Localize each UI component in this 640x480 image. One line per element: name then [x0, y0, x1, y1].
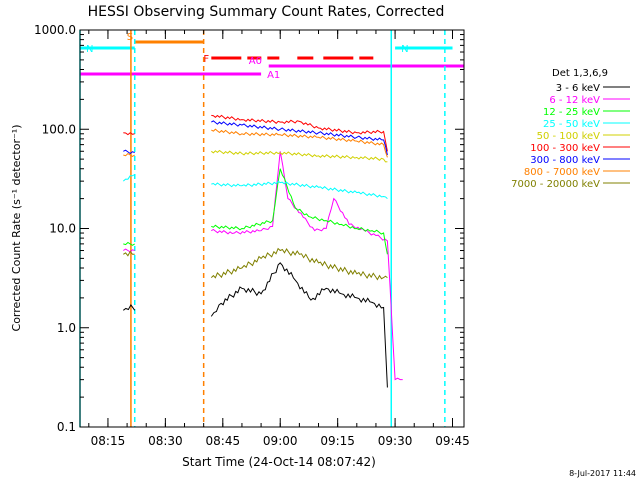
legend-title: Det 1,3,6,9	[552, 68, 608, 79]
y-axis-label: Corrected Count Rate (s⁻¹ detector⁻¹)	[10, 125, 23, 332]
series-line	[123, 247, 388, 281]
series-line	[123, 151, 403, 381]
series-line	[123, 128, 388, 158]
legend-label: 3 - 6 keV	[556, 83, 600, 94]
state-bar-label: S	[127, 32, 133, 43]
y-tick-label: 100.0	[42, 122, 76, 136]
y-tick-label: 0.1	[57, 420, 76, 434]
series-lines	[122, 114, 403, 388]
state-bar-label: A1	[267, 70, 280, 81]
series-line	[122, 174, 388, 199]
series-line	[211, 149, 388, 163]
state-bar-label: A0	[249, 56, 262, 67]
y-tick-label: 10.0	[49, 222, 76, 236]
series-line	[123, 168, 388, 255]
x-tick-label: 09:30	[378, 434, 413, 448]
x-tick-label: 08:30	[148, 434, 183, 448]
series-line	[123, 114, 388, 152]
legend-label: 6 - 12 keV	[549, 95, 600, 106]
x-tick-label: 09:45	[435, 434, 470, 448]
state-bar-label: N	[401, 44, 408, 55]
y-tick-label: 1000.0	[34, 23, 76, 37]
legend-label: 12 - 25 keV	[543, 107, 600, 118]
chart-title: HESSI Observing Summary Count Rates, Cor…	[88, 4, 445, 20]
legend-label: 300 - 800 keV	[530, 155, 600, 166]
x-axis-label: Start Time (24-Oct-14 08:07:42)	[182, 455, 376, 469]
legend-label: 7000 - 20000 keV	[511, 179, 600, 190]
x-tick-label: 08:45	[206, 434, 241, 448]
state-bar-label: N	[86, 44, 93, 55]
x-tick-label: 08:15	[91, 434, 126, 448]
legend-label: 50 - 100 keV	[537, 131, 601, 142]
x-tick-label: 09:00	[263, 434, 298, 448]
legend-label: 800 - 7000 keV	[524, 167, 600, 178]
timestamp: 8-Jul-2017 11:44	[569, 469, 636, 478]
y-tick-label: 1.0	[57, 321, 76, 335]
legend-label: 25 - 50 keV	[543, 119, 600, 130]
state-bar-label: F	[203, 54, 209, 65]
series-line	[123, 262, 388, 388]
axes: 0.1 1.0 10.0 100.0 1000.0 08:15 08:30 08:45 09:0…	[34, 23, 470, 448]
state-bars: S N N F A0 A1	[80, 32, 464, 81]
x-tick-label: 09:15	[320, 434, 355, 448]
series-line	[123, 120, 388, 156]
legend-label: 100 - 300 keV	[530, 143, 600, 154]
